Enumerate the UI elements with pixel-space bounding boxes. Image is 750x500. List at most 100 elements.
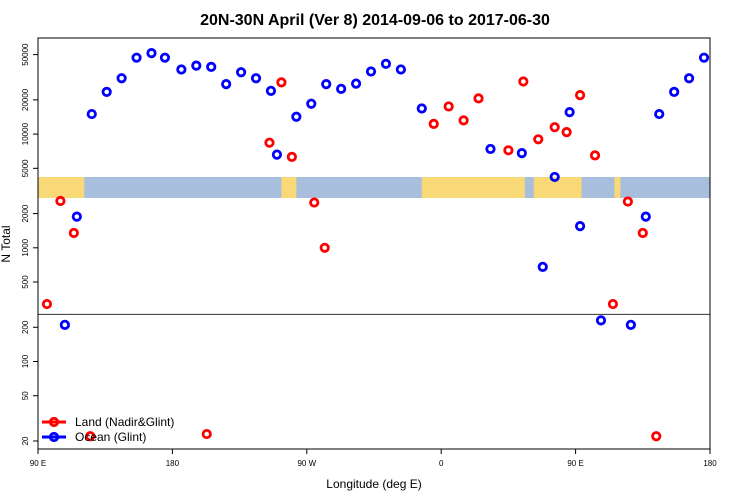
data-point-land: [201, 428, 212, 440]
legend-label-ocean: Ocean (Glint): [75, 430, 146, 444]
y-tick-label: 200: [21, 320, 30, 334]
data-point-ocean: [206, 61, 217, 72]
data-point-land: [503, 145, 514, 156]
data-point-land: [533, 134, 544, 145]
data-point-land: [85, 431, 96, 442]
map-band-ocean: [38, 177, 710, 198]
data-point-ocean: [336, 83, 347, 94]
data-point-ocean: [669, 86, 680, 97]
data-point-ocean: [321, 79, 332, 90]
data-point-ocean: [365, 66, 377, 77]
data-point-ocean: [250, 73, 262, 84]
data-point-ocean: [265, 85, 277, 96]
data-point-land: [458, 115, 469, 126]
data-point-land: [574, 90, 586, 101]
data-point-ocean: [116, 73, 127, 84]
x-tick-label: 90 E: [567, 459, 583, 468]
data-point-land: [319, 242, 330, 253]
data-point-land: [41, 298, 53, 310]
data-point-ocean: [549, 171, 560, 183]
data-point-land: [428, 118, 439, 129]
data-point-ocean: [698, 52, 710, 63]
data-point-land: [637, 227, 648, 239]
x-tick-label: 90 E: [30, 459, 46, 468]
data-point-ocean: [271, 149, 283, 160]
data-point-land: [589, 150, 601, 161]
data-point-ocean: [715, 49, 722, 56]
data-point-ocean: [159, 52, 171, 63]
data-point-ocean: [683, 73, 695, 84]
data-point-land: [309, 197, 320, 208]
data-point-land: [276, 77, 287, 88]
data-point-ocean: [625, 319, 636, 330]
data-point-land: [651, 431, 662, 442]
data-point-ocean: [516, 148, 527, 159]
data-point-ocean: [654, 108, 665, 120]
data-point-ocean: [146, 48, 157, 59]
data-point-ocean: [291, 111, 302, 122]
data-point-ocean: [485, 143, 496, 155]
map-band-land: [614, 177, 621, 198]
plot-frame: [37, 37, 711, 450]
data-point-ocean: [380, 58, 392, 69]
data-point-ocean: [191, 60, 202, 71]
x-tick-label: 0: [439, 459, 444, 468]
map-band-land: [281, 177, 297, 198]
data-point-ocean: [235, 67, 247, 78]
data-point-ocean: [221, 79, 232, 90]
y-tick-label: 100: [21, 354, 30, 368]
data-point-ocean: [564, 107, 575, 118]
data-point-land: [561, 127, 572, 138]
data-point-land: [264, 137, 275, 148]
y-tick-label: 2000: [21, 204, 30, 222]
data-point-land: [622, 196, 633, 207]
y-tick-label: 50: [21, 391, 30, 400]
data-point-land: [286, 151, 297, 163]
data-point-ocean: [640, 211, 651, 222]
x-axis: 90 E 180 90 W 0 90 E 180: [30, 449, 717, 468]
data-point-ocean: [395, 64, 406, 75]
data-point-ocean: [86, 108, 97, 120]
world-map-band: [38, 177, 710, 198]
data-point-land: [68, 227, 79, 239]
data-point-ocean: [350, 78, 362, 89]
y-tick-label: 20000: [21, 88, 30, 111]
data-point-ocean: [595, 315, 607, 326]
map-band-land: [421, 177, 525, 198]
data-point-ocean: [131, 52, 142, 63]
data-point-ocean: [730, 54, 737, 61]
data-points: [41, 48, 737, 442]
legend: Land (Nadir&Glint) Ocean (Glint): [42, 415, 174, 444]
y-tick-label: 50000: [21, 43, 30, 66]
data-point-ocean: [416, 103, 427, 114]
data-point-ocean: [59, 319, 70, 330]
legend-marker-ocean: [48, 431, 60, 443]
x-tick-label: 180: [166, 459, 180, 468]
x-tick-label: 90 W: [297, 459, 316, 468]
chart-title: 20N-30N April (Ver 8) 2014-09-06 to 2017…: [200, 12, 550, 29]
legend-label-land: Land (Nadir&Glint): [75, 415, 174, 429]
data-point-ocean: [176, 64, 187, 75]
y-tick-label: 10000: [21, 122, 30, 145]
data-point-land: [518, 76, 529, 87]
data-point-land: [443, 101, 454, 112]
y-tick-label: 500: [21, 275, 30, 289]
data-point-land: [607, 298, 619, 310]
data-point-ocean: [574, 221, 586, 232]
map-band-land: [38, 177, 85, 198]
x-tick-label: 180: [703, 459, 717, 468]
y-tick-label: 20: [21, 436, 30, 445]
data-point-ocean: [306, 98, 317, 109]
y-tick-label: 5000: [21, 159, 30, 177]
legend-marker-land: [48, 416, 60, 428]
x-axis-label: Longitude (deg E): [326, 477, 421, 491]
data-point-ocean: [537, 261, 548, 272]
y-axis-label: N Total: [0, 225, 13, 262]
data-point-land: [473, 93, 484, 104]
data-point-land: [55, 195, 66, 207]
y-axis: 20 50 100 200 500 1000 2000 5000 10000 20000 50000: [21, 43, 38, 445]
data-point-land: [549, 122, 560, 133]
data-point-ocean: [71, 211, 82, 222]
map-band-land: [533, 177, 582, 198]
data-point-ocean: [101, 86, 112, 97]
